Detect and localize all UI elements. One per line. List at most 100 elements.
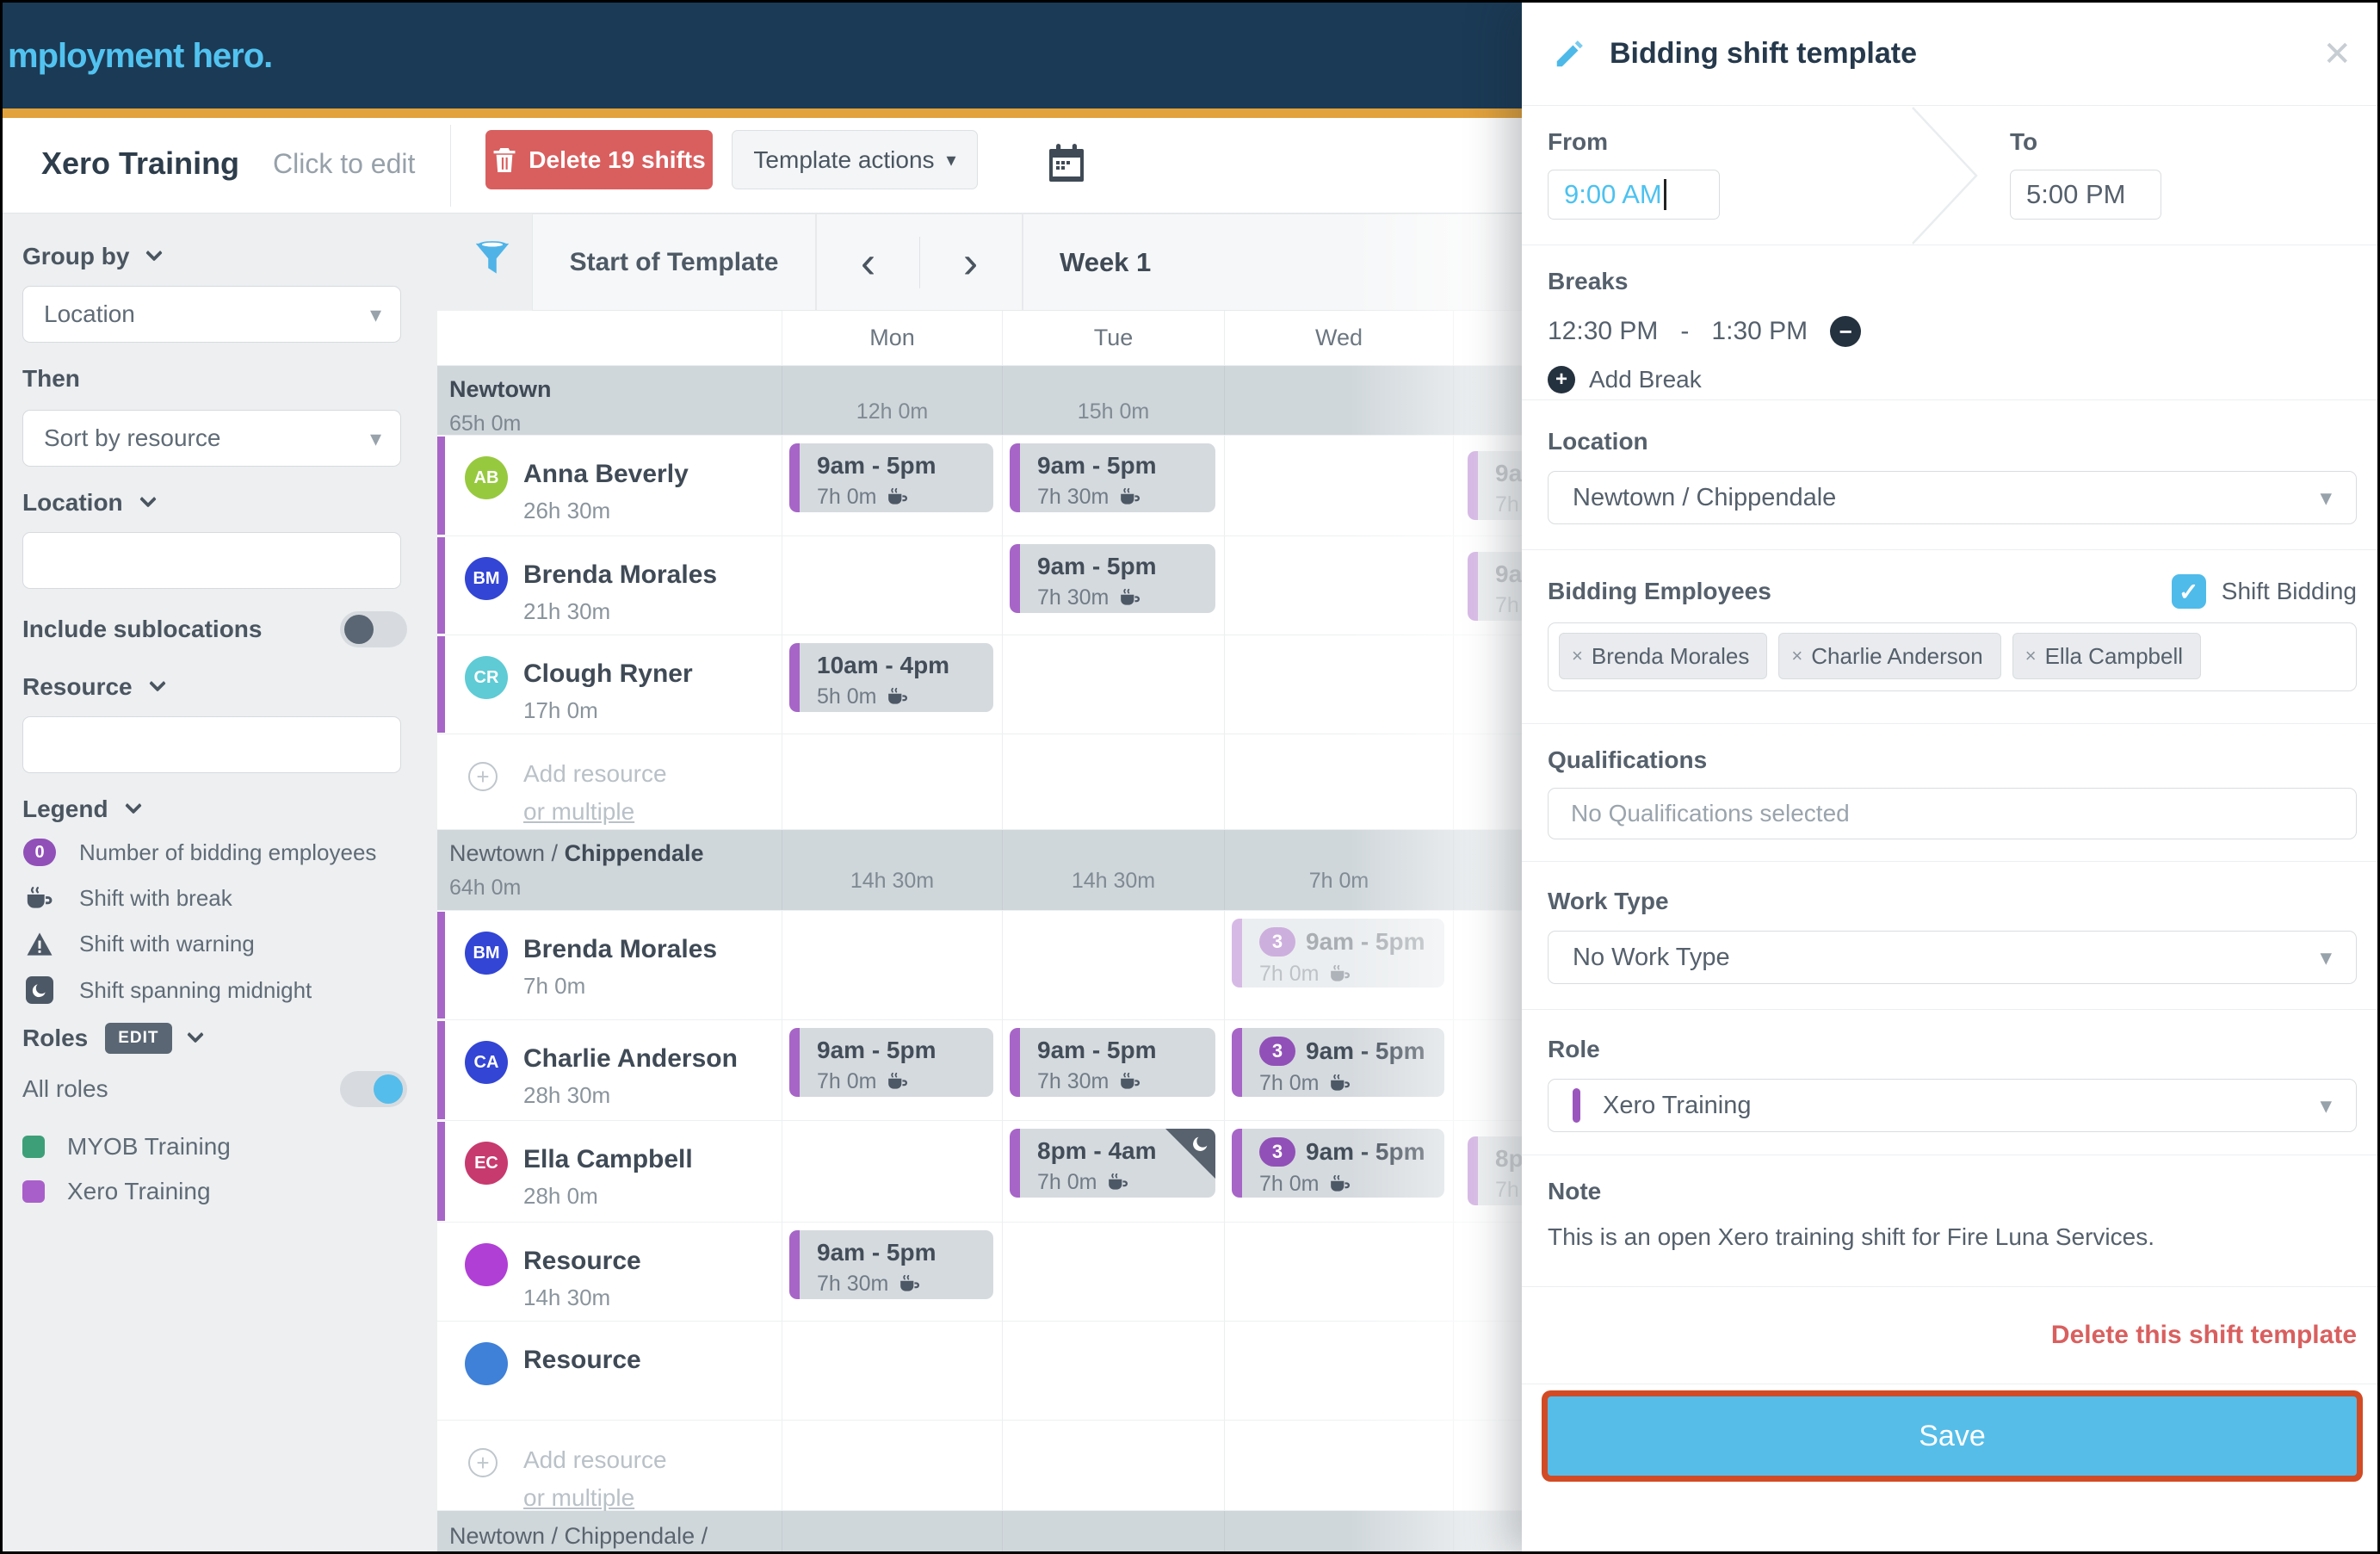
from-time-input[interactable]: 9:00 AM: [1548, 170, 1720, 220]
shift-time: 9am - 5pm: [1037, 452, 1157, 479]
shift-time: 9am - 5pm: [817, 1239, 937, 1266]
group-day-total: 14h 30m: [782, 830, 1002, 910]
add-resource-label[interactable]: Add resource: [523, 760, 667, 787]
add-resource-row: + Add resource or multiple: [437, 1421, 1522, 1511]
bidding-shift-block[interactable]: 3 9am - 5pm 7h 0m: [1232, 919, 1444, 988]
shift-block[interactable]: 9am - 5pm 7h 30m: [789, 1230, 993, 1299]
plus-circle-icon[interactable]: +: [468, 1448, 498, 1477]
add-break-button[interactable]: + Add Break: [1548, 366, 2357, 393]
shift-block[interactable]: 9am - 5pm 7h 30m: [1010, 544, 1215, 613]
add-multiple-link[interactable]: or multiple: [523, 1484, 635, 1511]
save-button[interactable]: Save: [1548, 1396, 2357, 1476]
chevron-down-icon[interactable]: [186, 1025, 204, 1043]
avatar[interactable]: BM: [465, 932, 508, 975]
avatar[interactable]: AB: [465, 456, 508, 499]
shift-block[interactable]: 10am - 4pm 5h 0m: [789, 643, 993, 712]
page-title: Xero Training: [41, 145, 240, 181]
employment-hero-logo[interactable]: mployment hero.: [8, 37, 273, 75]
qualifications-label: Qualifications: [1548, 746, 1708, 773]
filter-icon[interactable]: [473, 239, 511, 287]
coffee-icon: [900, 1274, 920, 1291]
roles-edit-button[interactable]: EDIT: [105, 1023, 172, 1054]
avatar[interactable]: CR: [465, 656, 508, 699]
period-selector[interactable]: Start of Template: [532, 214, 816, 311]
legend-item-label: Shift spanning midnight: [79, 976, 312, 1003]
coffee-icon: [1121, 588, 1141, 605]
plus-circle-icon[interactable]: +: [468, 762, 498, 791]
schedule-row-clough-ryner: CR Clough Ryner 17h 0m 10am - 4pm 5h 0m: [437, 635, 1522, 734]
close-icon[interactable]: ✕: [2322, 34, 2352, 73]
resource-filter-header[interactable]: Resource: [22, 673, 417, 701]
schedule-row-resource-2: Resource: [437, 1322, 1522, 1421]
add-resource-label[interactable]: Add resource: [523, 1446, 667, 1473]
template-actions-button[interactable]: Template actions ▾: [732, 130, 978, 189]
avatar[interactable]: [465, 1342, 508, 1385]
legend-header[interactable]: Legend: [22, 796, 417, 823]
delete-template-link[interactable]: Delete this shift template: [2050, 1321, 2357, 1349]
location-select[interactable]: Newtown / Chippendale ▾: [1548, 471, 2357, 524]
break-start-time[interactable]: 12:30 PM: [1548, 317, 1659, 345]
add-multiple-link[interactable]: or multiple: [523, 798, 635, 825]
employee-chip[interactable]: × Charlie Anderson: [1778, 633, 2001, 679]
resource-name: Brenda Morales: [523, 560, 718, 589]
role-item-xero[interactable]: Xero Training: [22, 1178, 417, 1205]
avatar[interactable]: CA: [465, 1041, 508, 1084]
include-sublocations-toggle[interactable]: [340, 611, 407, 647]
employee-chip[interactable]: × Brenda Morales: [1559, 633, 1768, 679]
work-type-select[interactable]: No Work Type ▾: [1548, 931, 2357, 984]
then-label: Then: [22, 365, 80, 392]
avatar[interactable]: BM: [465, 557, 508, 600]
role-select[interactable]: Xero Training ▾: [1548, 1079, 2357, 1132]
note-text: This is an open Xero training shift for …: [1548, 1223, 2155, 1250]
group-name: Buckland: [449, 1550, 554, 1551]
bidding-shift-block[interactable]: 3 9am - 5pm 7h 0m: [1232, 1129, 1444, 1198]
shift-bidding-label: Shift Bidding: [2221, 578, 2357, 604]
shift-block[interactable]: 9am - 5pm 7h 0m: [789, 1028, 993, 1097]
then-select[interactable]: Sort by resource ▾: [22, 410, 401, 467]
location-filter-input[interactable]: [22, 532, 401, 589]
group-by-select[interactable]: Location ▾: [22, 286, 401, 343]
bidding-count-badge: 3: [1259, 927, 1295, 957]
location-filter-label: Location: [22, 489, 123, 516]
role-value: Xero Training: [1603, 1091, 1752, 1119]
employee-chip[interactable]: × Ella Campbell: [2012, 633, 2201, 679]
prev-week-button[interactable]: ‹: [860, 237, 876, 288]
group-by-header[interactable]: Group by: [22, 243, 417, 270]
delete-shifts-button[interactable]: Delete 19 shifts: [485, 130, 713, 189]
shift-time: 9am - 5pm: [1037, 1037, 1157, 1063]
click-to-edit-hint[interactable]: Click to edit: [273, 148, 416, 179]
shift-block[interactable]: 9am - 5pm 7h 0m: [789, 443, 993, 512]
location-filter-header[interactable]: Location: [22, 489, 417, 517]
avatar[interactable]: EC: [465, 1142, 508, 1185]
role-section: Role Xero Training ▾: [1522, 1010, 2377, 1155]
shift-bidding-checkbox[interactable]: ✓: [2171, 574, 2206, 609]
bidding-shift-block[interactable]: 3 9am - 5pm 7h 0m: [1232, 1028, 1444, 1097]
remove-icon[interactable]: ×: [1572, 645, 1583, 666]
pencil-icon: [1556, 40, 1583, 66]
bidding-employees-input[interactable]: × Brenda Morales × Charlie Anderson × El…: [1548, 622, 2357, 691]
role-item-myob[interactable]: MYOB Training: [22, 1133, 417, 1161]
next-week-button[interactable]: ›: [962, 237, 979, 288]
bidding-count-badge-icon: 0: [23, 839, 56, 866]
all-roles-toggle[interactable]: [340, 1071, 407, 1107]
break-end-time[interactable]: 1:30 PM: [1711, 317, 1808, 345]
shift-block[interactable]: 9am - 5pm 7h 30m: [1010, 443, 1215, 512]
calendar-icon[interactable]: [1048, 142, 1085, 188]
resource-filter-input[interactable]: [22, 716, 401, 773]
remove-icon[interactable]: ×: [2025, 645, 2037, 666]
qualifications-input[interactable]: [1548, 788, 2357, 839]
shift-block[interactable]: 9am - 5pm 7h 30m: [1010, 1028, 1215, 1097]
day-header-spacer: [437, 311, 782, 365]
to-time-input[interactable]: 5:00 PM: [2010, 170, 2161, 220]
overnight-shift-block[interactable]: 8pm - 4am 7h 0m: [1010, 1129, 1215, 1198]
legend-item-break: Shift with break: [22, 885, 417, 912]
resource-name: Resource: [523, 1346, 641, 1374]
avatar[interactable]: [465, 1243, 508, 1286]
employee-chip-label: Charlie Anderson: [1811, 642, 1983, 669]
remove-icon[interactable]: ×: [1791, 645, 1803, 666]
template-actions-label: Template actions: [753, 145, 935, 173]
resource-name: Ella Campbell: [523, 1145, 693, 1173]
group-name: Newtown: [449, 376, 552, 402]
remove-break-button[interactable]: −: [1830, 316, 1862, 347]
moon-icon: [1193, 1136, 1208, 1151]
